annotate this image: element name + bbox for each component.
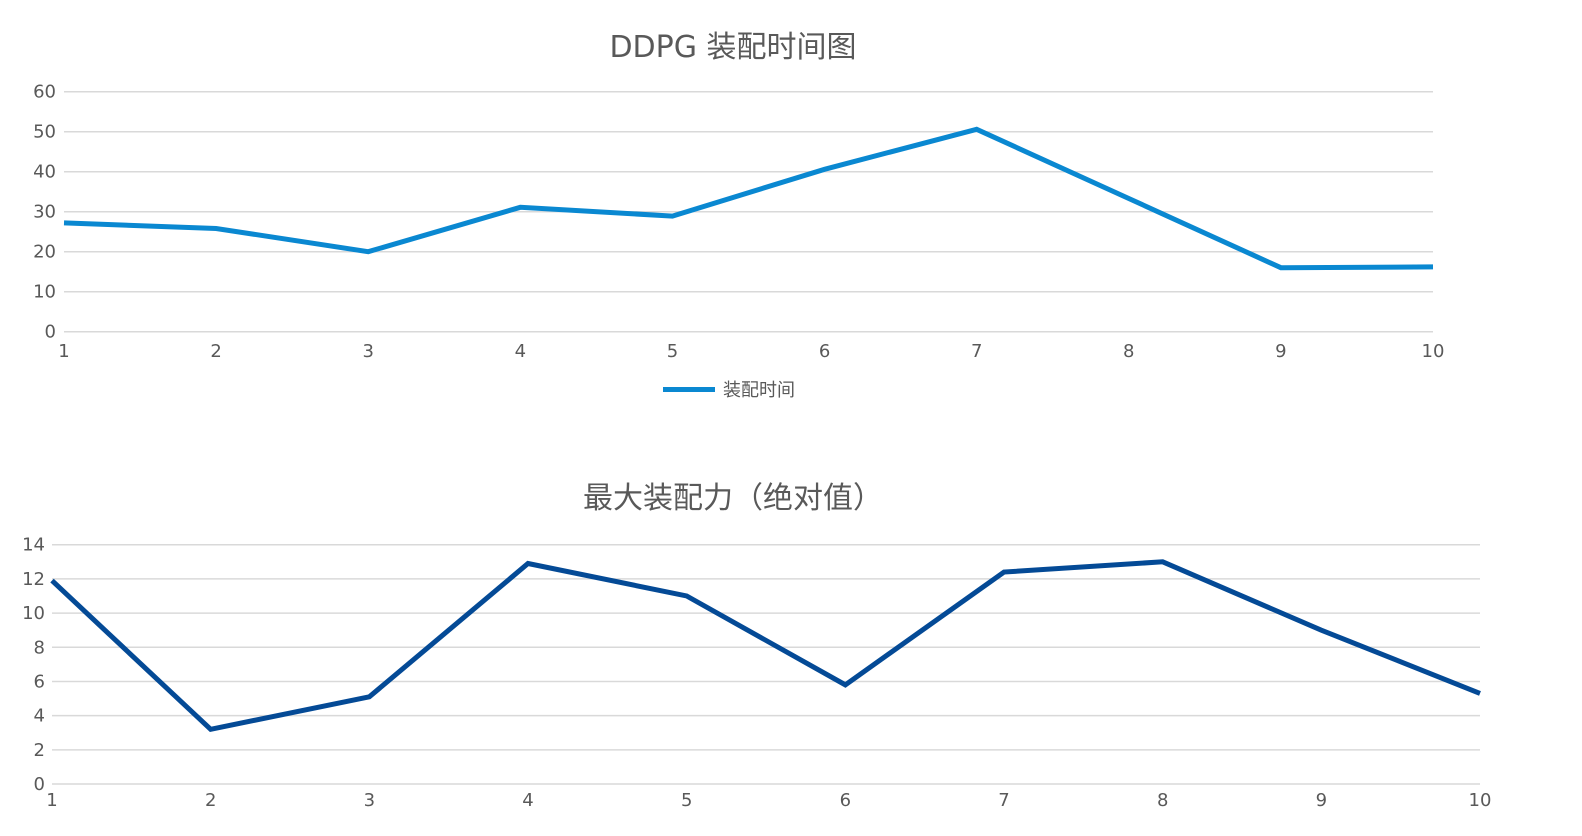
data-line xyxy=(50,559,1481,733)
legend-label: 装配时间 xyxy=(723,380,795,401)
x-tick-label: 2 xyxy=(210,341,221,362)
y-tick-label: 60 xyxy=(33,82,56,103)
y-tick-label: 10 xyxy=(22,603,45,624)
y-tick-label: 0 xyxy=(34,774,45,795)
x-tick-label: 7 xyxy=(971,341,982,362)
y-tick-label: 40 xyxy=(33,162,56,183)
data-line xyxy=(63,126,1434,271)
plot-area: 0 10 20 30 40 50 60 1 2 3 4 5 6 7 8 9 10 xyxy=(33,82,1445,362)
x-tick-label: 8 xyxy=(1157,790,1168,811)
x-tick-label: 10 xyxy=(1469,790,1492,811)
x-tick-label: 6 xyxy=(819,341,830,362)
y-tick-label: 6 xyxy=(34,671,45,692)
x-tick-label: 1 xyxy=(58,341,69,362)
y-tick-label: 30 xyxy=(33,202,56,223)
x-tick-label: 8 xyxy=(1123,341,1134,362)
x-tick-label: 5 xyxy=(667,341,678,362)
y-tick-label: 8 xyxy=(34,637,45,658)
assembly-time-chart: DDPG 装配时间图 0 10 20 30 40 50 60 1 2 3 4 5 6 7 8 9 10 装配时间 xyxy=(33,30,1445,402)
x-tick-label: 2 xyxy=(205,790,216,811)
x-tick-label: 3 xyxy=(362,341,373,362)
y-tick-label: 10 xyxy=(33,282,56,303)
x-tick-label: 9 xyxy=(1275,341,1286,362)
chart-title: 最大装配力（绝对值） xyxy=(583,481,883,516)
x-tick-label: 9 xyxy=(1316,790,1327,811)
y-tick-label: 50 xyxy=(33,122,56,143)
y-tick-label: 2 xyxy=(34,740,45,761)
x-tick-label: 4 xyxy=(515,341,526,362)
legend: 装配时间 xyxy=(663,376,795,402)
y-tick-label: 20 xyxy=(33,242,56,263)
legend-line-swatch xyxy=(663,386,715,392)
chart-title: DDPG 装配时间图 xyxy=(609,30,857,65)
y-tick-label: 14 xyxy=(22,535,45,556)
x-tick-label: 6 xyxy=(840,790,851,811)
y-tick-label: 12 xyxy=(22,569,45,590)
x-tick-label: 10 xyxy=(1422,341,1445,362)
x-tick-label: 4 xyxy=(522,790,533,811)
x-tick-label: 5 xyxy=(681,790,692,811)
y-tick-label: 0 xyxy=(45,322,56,343)
y-tick-label: 4 xyxy=(34,706,45,727)
x-tick-label: 3 xyxy=(364,790,375,811)
x-tick-label: 1 xyxy=(46,790,57,811)
x-tick-label: 7 xyxy=(998,790,1009,811)
